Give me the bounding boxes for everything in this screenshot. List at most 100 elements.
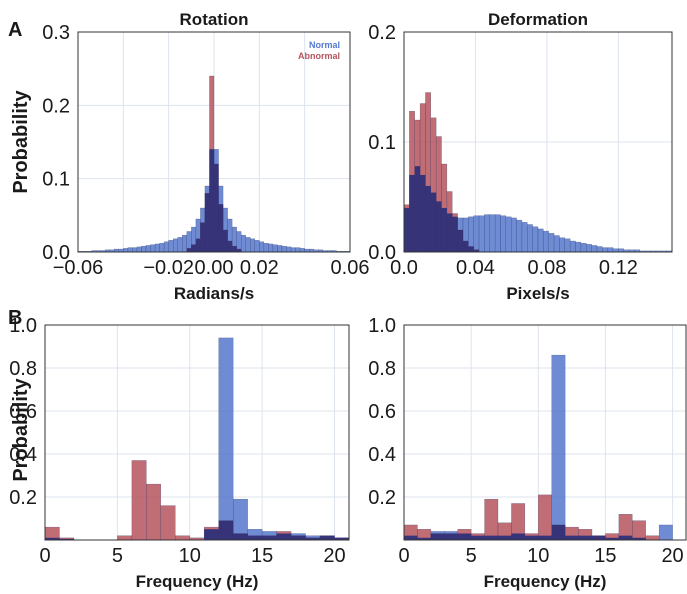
bar-normal	[277, 245, 283, 253]
x-axis-label: Radians/s	[174, 284, 254, 303]
bar-overlap	[473, 249, 480, 252]
bar-overlap	[511, 533, 525, 540]
panel-label-a: A	[8, 19, 22, 41]
bar-overlap	[59, 538, 74, 540]
bar-normal	[159, 242, 165, 253]
bar-normal	[537, 228, 544, 253]
y-tick-label: 1.0	[9, 315, 37, 337]
bar-normal	[218, 337, 234, 541]
bar-overlap	[605, 537, 619, 540]
bar-normal	[551, 354, 566, 541]
x-tick-label: 5	[466, 545, 477, 567]
bar-overlap	[457, 230, 463, 252]
bar-normal	[286, 246, 292, 253]
bar-normal	[548, 233, 555, 253]
bar-overlap	[233, 533, 248, 540]
bar-overlap	[618, 535, 633, 540]
x-tick-label: 20	[661, 545, 683, 567]
x-tick-label: 0.06	[331, 257, 370, 279]
bar-normal	[272, 244, 278, 253]
bar-abnormal	[632, 520, 646, 541]
bar-overlap	[236, 249, 242, 252]
x-tick-label: 20	[323, 545, 345, 567]
bar-abnormal	[175, 535, 190, 541]
bar-overlap	[430, 533, 445, 540]
chart-b_deformation: 0 5 10 15 20 0.2 0.4 0.6 0.8 1.0 Frequency (Hz)	[368, 315, 687, 591]
y-tick-label: 0.8	[9, 358, 37, 380]
bar-normal	[127, 247, 133, 253]
bar-abnormal	[160, 505, 176, 541]
x-tick-label: 0.04	[456, 257, 495, 279]
y-tick-label: 0.0	[368, 242, 396, 264]
bar-overlap	[204, 529, 219, 540]
panel-label-b: B	[8, 307, 22, 329]
bar-overlap	[425, 186, 431, 252]
bar-overlap	[191, 244, 196, 252]
bar-overlap	[457, 533, 472, 540]
y-tick-label: 0.6	[368, 401, 396, 423]
bar-normal	[607, 247, 614, 253]
bar-overlap	[45, 537, 60, 540]
chart-a_rotation: −0.06 −0.02 0.00 0.02 0.06 0.0 0.1 0.2 0.3 Rotati…	[42, 10, 369, 303]
y-tick-label: 0.2	[368, 22, 396, 44]
bar-normal	[132, 247, 138, 253]
bar-normal	[163, 241, 169, 253]
bar-overlap	[414, 166, 421, 252]
bar-overlap	[592, 535, 606, 540]
bar-overlap	[334, 537, 349, 540]
bar-abnormal	[538, 494, 552, 541]
x-tick-label: 10	[527, 545, 549, 567]
bar-overlap	[484, 535, 498, 540]
bar-overlap	[498, 535, 512, 540]
y-axis-label-b: Probability	[10, 377, 32, 481]
bar-normal	[299, 248, 305, 253]
bar-normal	[527, 224, 533, 253]
bar-normal	[580, 242, 587, 253]
x-tick-label: 0.02	[240, 257, 279, 279]
y-tick-label: 0.3	[42, 22, 70, 44]
bar-overlap	[551, 524, 566, 540]
bar-overlap	[227, 241, 233, 252]
bar-overlap	[632, 537, 646, 540]
bar-normal	[268, 243, 274, 253]
bar-overlap	[417, 537, 431, 540]
bar-normal	[478, 215, 485, 253]
bar-normal	[473, 215, 480, 253]
y-tick-label: 0.1	[42, 169, 70, 191]
y-tick-label: 0.2	[42, 95, 70, 117]
chart-title: Rotation	[180, 10, 249, 29]
bar-normal	[569, 240, 576, 253]
bar-overlap	[538, 535, 552, 540]
bar-normal	[123, 248, 129, 253]
bar-normal	[553, 235, 560, 253]
bar-overlap	[578, 535, 592, 540]
plot-frame	[403, 324, 687, 541]
bar-overlap	[441, 208, 447, 252]
x-tick-label: −0.02	[143, 257, 194, 279]
bar-abnormal	[146, 483, 162, 541]
bar-overlap	[305, 537, 321, 540]
bar-overlap	[204, 193, 210, 252]
bar-abnormal	[484, 498, 499, 541]
bar-normal	[254, 240, 260, 253]
chart-b_rotation: 0 5 10 15 20 0.2 0.4 0.6 0.8 1.0 Frequency (Hz)	[9, 315, 350, 591]
bar-normal	[516, 219, 523, 253]
x-tick-label: 10	[179, 545, 201, 567]
bar-normal	[295, 247, 301, 253]
y-tick-label: 0.6	[9, 401, 37, 423]
bar-normal	[559, 237, 566, 253]
bar-normal	[500, 215, 507, 253]
bar-normal	[240, 234, 246, 253]
bar-overlap	[430, 192, 437, 252]
bar-normal	[141, 245, 147, 253]
bar-normal	[564, 238, 571, 253]
bar-overlap	[446, 213, 453, 252]
bar-overlap	[209, 149, 214, 252]
plot-frame	[403, 31, 673, 253]
bar-normal	[250, 238, 255, 253]
x-tick-label: −0.06	[53, 257, 104, 279]
bar-normal	[290, 247, 296, 253]
bar-overlap	[247, 535, 263, 540]
bar-normal	[168, 240, 174, 253]
